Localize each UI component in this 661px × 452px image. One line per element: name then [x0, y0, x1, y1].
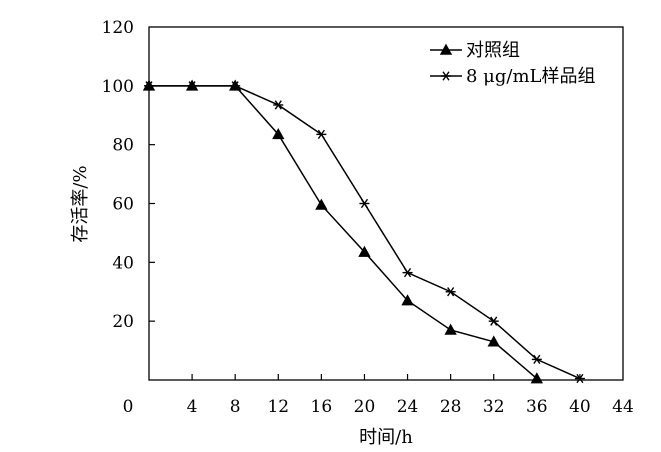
asterisk-stroke: [442, 71, 450, 81]
y-tick-label: 120: [102, 18, 134, 38]
x-tick-label: 12: [267, 397, 289, 417]
x-tick-label: 8: [230, 397, 241, 417]
y-axis-label: 存活率/%: [70, 165, 91, 242]
legend-item-0: 对照组: [430, 40, 520, 61]
asterisk-stroke: [317, 129, 325, 140]
x-tick-label: 44: [612, 397, 634, 417]
asterisk-marker: [488, 316, 499, 326]
asterisk-marker: [316, 129, 327, 140]
legend: 对照组 8 μg/mL样品组: [430, 40, 595, 87]
asterisk-stroke: [188, 81, 196, 91]
y-tick-label: 40: [112, 253, 134, 273]
asterisk-marker: [445, 287, 456, 297]
asterisk-marker: [187, 81, 198, 91]
y-tick-label: 80: [112, 136, 134, 156]
y-tick-label: 100: [102, 77, 134, 97]
asterisk-stroke: [274, 100, 282, 110]
triangle-marker: [439, 43, 453, 55]
legend-label: 8 μg/mL样品组: [466, 66, 595, 87]
asterisk-marker: [441, 71, 451, 81]
asterisk-marker: [359, 198, 370, 209]
asterisk-marker: [574, 373, 585, 384]
triangle-marker: [315, 198, 328, 210]
triangle-marker: [401, 294, 414, 306]
y-axis-ticks: 20 40 60 80 100 120: [102, 18, 155, 332]
asterisk-stroke: [403, 267, 412, 278]
x-tick-label: 36: [526, 397, 548, 417]
legend-item-1: 8 μg/mL样品组: [430, 66, 595, 87]
x-tick-label: 20: [354, 397, 376, 417]
x-tick-label: 32: [483, 397, 505, 417]
asterisk-stroke: [576, 373, 584, 384]
series-line: [149, 85, 538, 380]
x-axis-ticks: 0 4 8 12 16 20 24 28 32 36 40 44: [123, 374, 634, 417]
asterisk-stroke: [360, 198, 369, 209]
x-tick-label: 4: [187, 397, 198, 417]
triangle-marker: [487, 335, 500, 347]
triangle-marker: [444, 323, 457, 335]
x-tick-label: 28: [440, 397, 462, 417]
x-tick-label: 40: [569, 397, 591, 417]
x-tick-label: 0: [123, 397, 134, 417]
x-tick-label: 24: [397, 397, 419, 417]
asterisk-marker: [531, 354, 542, 365]
asterisk-stroke: [231, 81, 239, 91]
legend-label: 对照组: [466, 40, 520, 61]
series-0: [142, 79, 543, 384]
x-tick-label: 16: [311, 397, 333, 417]
triangle-marker: [530, 372, 543, 384]
series-1: [144, 81, 585, 384]
series-layer: [142, 79, 585, 384]
y-tick-label: 60: [112, 195, 134, 215]
x-axis-label: 时间/h: [359, 427, 413, 448]
y-tick-label: 20: [112, 312, 134, 332]
asterisk-stroke: [533, 354, 541, 365]
triangle-marker: [272, 128, 285, 140]
series-line: [149, 85, 581, 380]
asterisk-stroke: [490, 316, 498, 326]
asterisk-marker: [273, 100, 284, 110]
asterisk-stroke: [447, 287, 455, 297]
asterisk-stroke: [145, 81, 153, 91]
asterisk-marker: [230, 81, 241, 91]
triangle-marker: [358, 245, 371, 257]
asterisk-marker: [402, 267, 413, 278]
asterisk-marker: [144, 81, 154, 91]
